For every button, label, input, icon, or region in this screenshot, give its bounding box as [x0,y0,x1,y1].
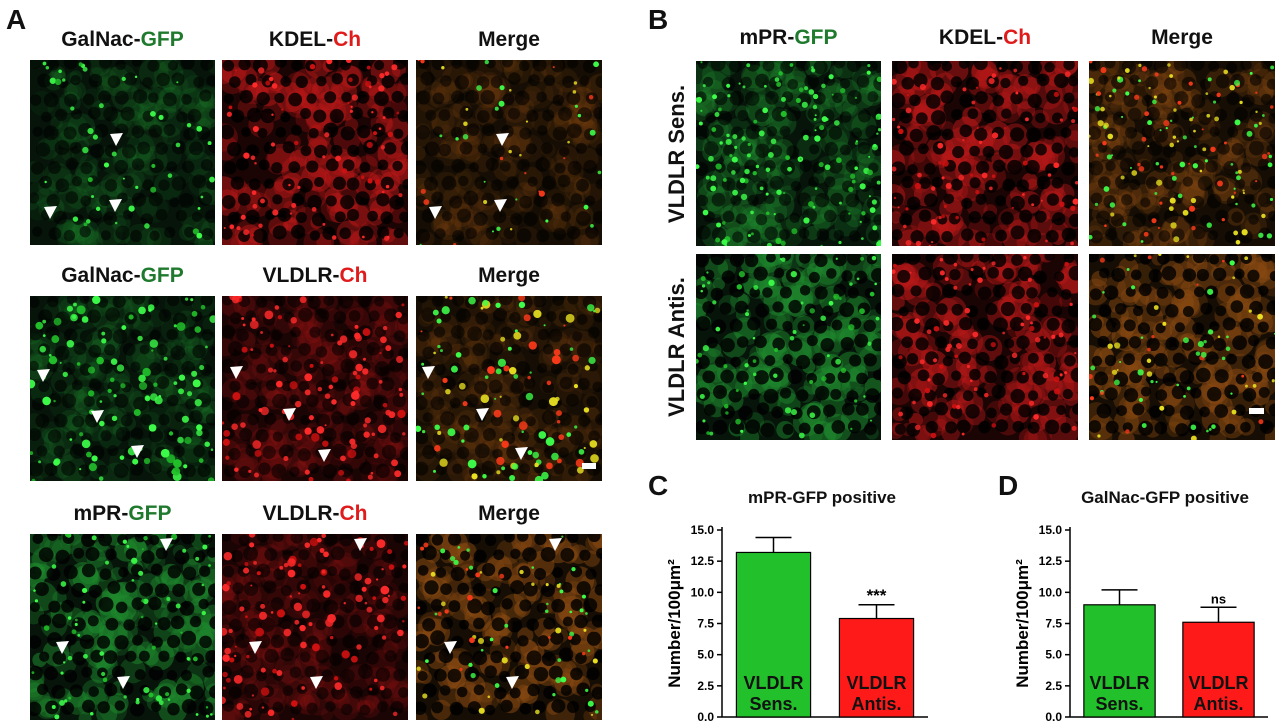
micrograph-b-merge-antis [1089,254,1275,440]
arrowhead-marker [422,366,435,379]
micrograph-a-mpr-gfp [30,534,215,720]
y-axis-title: Number/100μm² [1013,559,1032,688]
category-label: VLDLR [1189,673,1249,693]
arrowhead-marker [283,408,296,421]
arrowhead-marker [91,410,104,423]
y-tick-label: 15.0 [1039,523,1063,537]
a-row3-col1-title: mPR-GFP [73,502,172,525]
y-tick-label: 15.0 [691,523,715,537]
b-col2-title: KDEL-Ch [938,26,1032,49]
micrograph-a-vldlr-ch-1 [222,296,408,481]
a-row3-col3-title: Merge [478,502,540,525]
arrowhead-marker [549,538,562,551]
micrograph-b-mpr-gfp-antis [696,254,881,440]
arrowhead-marker [476,408,489,421]
y-tick-label: 7.5 [697,617,714,631]
category-label: VLDLR [847,673,907,693]
micrograph-b-kdel-ch-antis [892,254,1078,440]
micrograph-b-kdel-ch-sens [892,61,1078,246]
category-label: Sens. [749,694,797,714]
arrowhead-marker [444,641,457,654]
scale-bar-b [1249,408,1264,414]
a-row2-col2-title: VLDLR-Ch [262,264,368,287]
y-axis-title: Number/100μm² [665,559,684,688]
micrograph-a-vldlr-ch-2 [222,534,408,720]
arrowhead-marker [56,641,69,654]
micrograph-a-merge-2 [416,296,602,481]
chart-c: Number/100μm² 0.0 2.5 5.0 7.5 10.0 12.5 15.0 VLD… [665,523,928,724]
chart-c-title: mPR-GFP positive [748,488,896,507]
arrowhead-overlay [37,133,562,689]
a-row1-col2-title: KDEL-Ch [268,28,362,51]
category-label: Antis. [1193,694,1243,714]
significance-label: ns [1211,591,1226,606]
a-row1-col1-title: GalNac-GFP [61,28,184,51]
bar [735,551,812,718]
arrowhead-marker [37,369,50,382]
arrowhead-marker [44,206,57,219]
micrograph-a-merge-3 [416,534,602,720]
y-tick-label: 10.0 [1039,585,1063,599]
panel-letter-d: D [998,470,1019,501]
micrograph-b-merge-sens [1089,61,1275,246]
arrowhead-marker [494,199,507,212]
micrograph-a-galnac-gfp-2 [30,296,215,481]
arrowhead-marker [109,199,122,212]
y-tick-label: 10.0 [691,585,715,599]
panel-letter-c: C [648,470,669,501]
arrowhead-marker [249,641,262,654]
y-tick-label: 12.5 [691,554,715,568]
y-tick-label: 0.0 [1045,710,1062,724]
y-tick-label: 0.0 [697,710,714,724]
panel-letter-a: A [6,4,27,35]
category-label: VLDLR [744,673,804,693]
arrowhead-marker [131,445,144,458]
chart-d: Number/100μm² 0.0 2.5 5.0 7.5 10.0 12.5 15.0 VLD… [1013,523,1268,724]
arrowhead-marker [506,676,519,689]
category-label: Antis. [851,694,901,714]
b-col3-title: Merge [1151,26,1213,49]
y-tick-label: 2.5 [697,679,714,693]
y-tick-label: 5.0 [697,648,714,662]
y-tick-label: 2.5 [1045,679,1062,693]
micrograph-a-galnac-gfp-1 [30,60,215,245]
micrograph-a-merge-1 [416,60,602,245]
y-tick-label: 12.5 [1039,554,1063,568]
category-label: VLDLR [1090,673,1150,693]
significance-label: *** [867,586,887,605]
b-row-label-sens: VLDLR Sens. [664,84,689,224]
arrowhead-marker [496,133,509,146]
arrowhead-marker [230,366,243,379]
arrowhead-marker [515,447,528,460]
bar [1182,621,1255,718]
arrowhead-marker [429,206,442,219]
y-tick-label: 7.5 [1045,617,1062,631]
a-row2-col3-title: Merge [478,264,540,287]
category-label: Sens. [1095,694,1143,714]
arrowhead-marker [318,449,331,462]
y-tick-label: 5.0 [1045,648,1062,662]
b-row-label-antis: VLDLR Antis. [664,277,689,417]
arrowhead-marker [160,538,173,551]
bar [838,617,915,718]
chart-d-title: GalNac-GFP positive [1081,488,1249,507]
micrograph-b-mpr-gfp-sens [696,61,881,246]
arrowhead-marker [354,538,367,551]
arrowhead-marker [117,676,130,689]
arrowhead-marker [310,676,323,689]
scale-bar-a [582,463,596,469]
a-row3-col2-title: VLDLR-Ch [262,502,368,525]
a-row1-col3-title: Merge [478,28,540,51]
micrograph-a-kdel-ch [222,60,408,245]
bar [1083,604,1156,718]
arrowhead-marker [110,133,123,146]
panel-letter-b: B [648,4,669,35]
b-col1-title: mPR-GFP [739,26,838,49]
a-row2-col1-title: GalNac-GFP [61,264,184,287]
